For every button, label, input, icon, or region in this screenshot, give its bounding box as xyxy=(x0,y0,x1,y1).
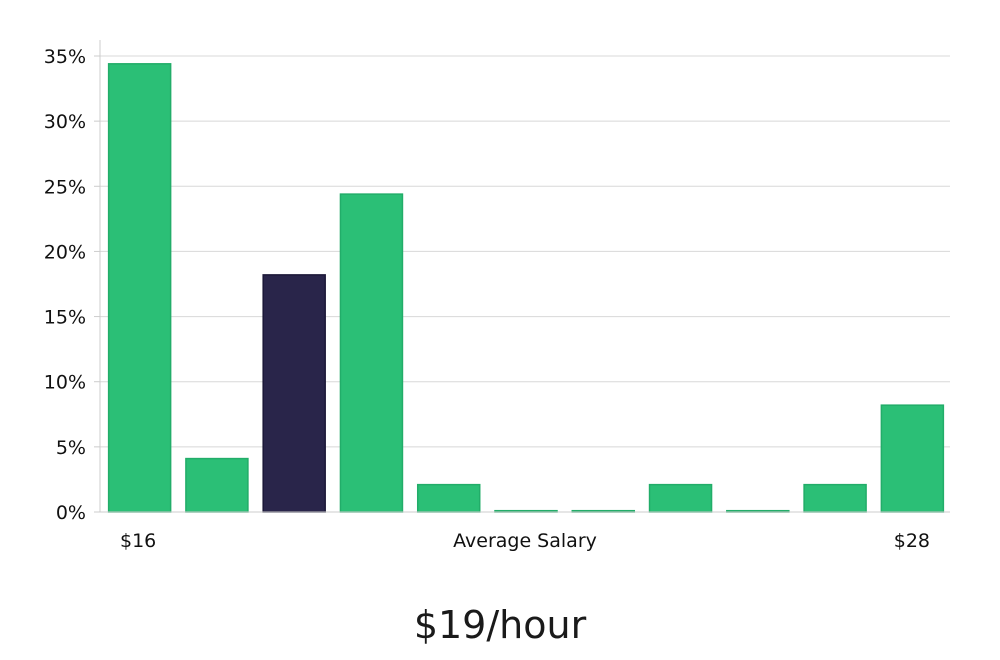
bar xyxy=(648,483,713,513)
y-tick-label: 0% xyxy=(56,502,86,524)
y-tick-label: 20% xyxy=(44,241,86,263)
bar xyxy=(107,63,172,513)
y-tick-label: 10% xyxy=(44,372,86,394)
histogram-svg: 0% 5% 10% 15% 20% 25% 30% 35% $16 Average Salar… xyxy=(44,40,950,552)
bar xyxy=(185,457,249,513)
x-min-label: $16 xyxy=(120,530,156,552)
x-max-label: $28 xyxy=(894,530,930,552)
bar xyxy=(803,483,867,513)
bar xyxy=(880,404,945,513)
y-tick-label: 35% xyxy=(44,46,86,68)
hourly-wage-headline: $19/hour xyxy=(413,603,587,647)
x-axis-labels: $16 Average Salary $28 xyxy=(120,530,930,552)
bars xyxy=(107,63,945,513)
x-axis-title: Average Salary xyxy=(453,530,597,552)
axes xyxy=(99,40,950,513)
y-axis-ticks: 0% 5% 10% 15% 20% 25% 30% 35% xyxy=(44,46,100,524)
bar xyxy=(339,193,404,513)
y-tick-label: 25% xyxy=(44,176,86,198)
y-tick-label: 30% xyxy=(44,111,86,133)
bar-highlighted xyxy=(262,274,326,513)
y-tick-label: 5% xyxy=(56,437,86,459)
y-tick-label: 15% xyxy=(44,307,86,329)
grid-lines xyxy=(100,55,950,448)
bar xyxy=(416,483,481,513)
